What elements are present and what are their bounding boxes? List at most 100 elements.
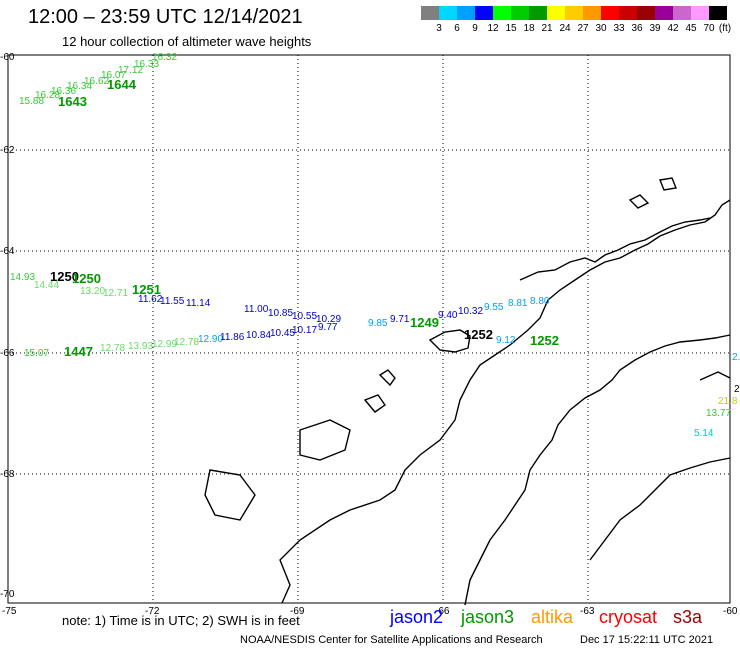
wave-height-label: 11.14 [186, 298, 211, 309]
wave-height-label: 13.93 [128, 341, 153, 352]
island-outline [204, 469, 256, 521]
lon-label: -60 [723, 606, 738, 617]
map-title: 12:00 – 23:59 UTC 12/14/2021 [28, 6, 303, 28]
lon-label: -63 [580, 606, 595, 617]
footnote: note: 1) Time is in UTC; 2) SWH is in fe… [62, 613, 300, 628]
colorbar-swatch [475, 6, 493, 20]
footer-org: NOAA/NESDIS Center for Satellite Applica… [240, 634, 543, 646]
wave-height-labels: 16.32 16.33 17.12 16.07 16.62 16.34 16.3… [10, 52, 740, 439]
wave-height-label: 12.78 [100, 343, 125, 354]
colorbar-swatch [655, 6, 673, 20]
wave-height-label: 9.40 [438, 310, 458, 321]
map-subtitle: 12 hour collection of altimeter wave hei… [62, 34, 312, 49]
wave-height-label: 9.55 [484, 302, 504, 313]
colorbar-label: 24 [559, 23, 571, 34]
wave-height-label: 14.44 [34, 280, 59, 291]
wave-height-label: 5.14 [694, 428, 714, 439]
pass-time-label: 1643 [58, 94, 87, 109]
legend-jason3: jason3 [461, 607, 515, 627]
colorbar-label: 42 [667, 23, 679, 34]
colorbar-label: 36 [631, 23, 643, 34]
island-outline [428, 329, 471, 353]
wave-height-label: 10.29 [316, 314, 341, 325]
colorbar-swatch [619, 6, 637, 20]
colorbar-label: 39 [649, 23, 661, 34]
colorbar-swatch [439, 6, 457, 20]
wave-height-label: 17.12 [118, 65, 143, 76]
wave-height-label: 16.62 [84, 76, 109, 87]
map-frame [7, 54, 731, 604]
colorbar-swatch [547, 6, 565, 20]
wave-height-label: 12.71 [103, 288, 128, 299]
legend-cryosat: cryosat [599, 607, 658, 627]
coastline [204, 177, 731, 606]
wave-height-label: 11.00 [244, 304, 269, 315]
legend-s3a: s3a [673, 607, 703, 627]
colorbar-label: 45 [685, 23, 697, 34]
wave-height-label: 11.86 [220, 332, 245, 343]
colorbar-swatch [673, 6, 691, 20]
pass-time-label: 1644 [107, 77, 137, 92]
lat-label: -68 [0, 469, 15, 480]
coast-fragment [699, 371, 731, 381]
wave-height-label: 8.81 [508, 298, 528, 309]
wave-height-label: 13.77 [706, 408, 731, 419]
lon-label: -75 [2, 606, 17, 617]
wave-height-label: 9.12 [496, 335, 516, 346]
colorbar-swatch [709, 6, 727, 20]
wave-height-label: 21.8 [718, 396, 738, 407]
colorbar-swatch [493, 6, 511, 20]
colorbar-label: 3 [436, 23, 442, 34]
peninsula-coast [279, 199, 731, 604]
colorbar-unit: (ft) [718, 23, 732, 34]
island-outline [628, 194, 650, 209]
wave-height-label: 16.36 [51, 86, 76, 97]
island-outline [299, 419, 351, 461]
wave-height-label: 9.85 [368, 318, 388, 329]
colorbar-label: 70 [703, 23, 715, 34]
wave-height-label: 16.34 [67, 81, 92, 92]
wave-height-label: 9.71 [390, 314, 410, 325]
lon-labels: -75 -72 -69 -66 -63 -60 [2, 606, 738, 617]
coast-east [464, 334, 731, 606]
wave-height-label: 16.33 [134, 59, 159, 70]
wave-height-label: 16.28 [35, 90, 60, 101]
wave-height-label: 15.88 [19, 96, 44, 107]
pass-time-label: 1252 [464, 327, 493, 342]
wave-height-label: 9.77 [318, 322, 338, 333]
wave-height-label: 12.90 [198, 334, 223, 345]
lat-labels: -60 -62 -64 -66 -68 -70 [0, 52, 15, 600]
legend-jason2: jason2 [390, 607, 444, 627]
island-outline [659, 177, 677, 191]
colorbar-label: 6 [454, 23, 460, 34]
pass-time-label: 1447 [64, 344, 93, 359]
footer-timestamp: Dec 17 15:22:11 UTC 2021 [580, 634, 714, 646]
colorbar-swatch [421, 6, 439, 20]
lat-label: -64 [0, 246, 15, 257]
lat-label: -62 [0, 145, 15, 156]
colorbar-label: 21 [541, 23, 553, 34]
wave-height-label: 14.93 [10, 272, 35, 283]
colorbar-swatch [691, 6, 709, 20]
wave-height-label: 10.17 [292, 325, 317, 336]
colorbar-label: 18 [523, 23, 535, 34]
colorbar-label: 30 [595, 23, 607, 34]
wave-height-label: 11.62 [138, 294, 163, 305]
coast-southeast [589, 457, 731, 561]
colorbar-swatch [565, 6, 583, 20]
pass-time-label: 1251 [132, 282, 161, 297]
colorbar-label: 27 [577, 23, 589, 34]
graticule [8, 55, 730, 603]
lon-label: -66 [435, 606, 450, 617]
wave-height-label: 10.55 [292, 311, 317, 322]
lat-label: -70 [0, 589, 15, 600]
lon-label: -69 [290, 606, 305, 617]
colorbar-label: 9 [472, 23, 478, 34]
lat-label: -66 [0, 348, 15, 359]
lat-label: -60 [0, 52, 15, 63]
colorbar-label: 33 [613, 23, 625, 34]
wave-height-label: 10.45 [270, 328, 295, 339]
pass-time-label: 1250 [50, 269, 79, 284]
